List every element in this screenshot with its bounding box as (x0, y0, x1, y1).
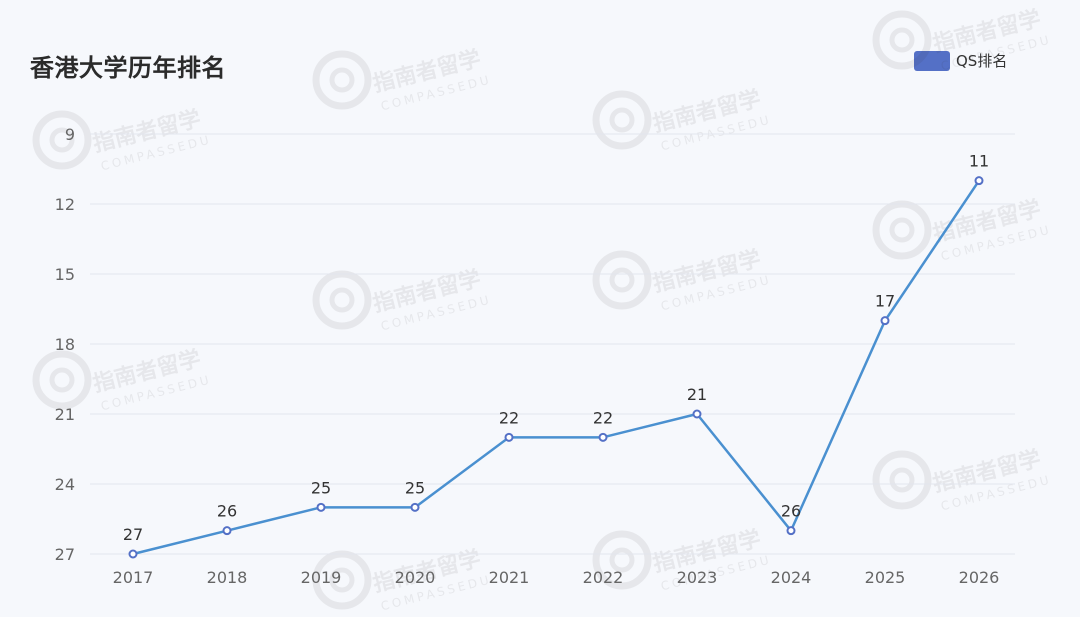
data-point (504, 432, 514, 442)
data-label: 26 (781, 502, 801, 521)
x-tick-label: 2021 (489, 568, 530, 587)
x-tick-label: 2019 (301, 568, 342, 587)
data-point (692, 409, 702, 419)
x-tick-label: 2020 (395, 568, 436, 587)
data-label: 22 (499, 408, 519, 427)
data-label: 17 (875, 292, 895, 311)
legend-swatch (914, 50, 950, 71)
x-tick-label: 2024 (771, 568, 812, 587)
data-label: 21 (687, 385, 707, 404)
data-label: 25 (405, 478, 425, 497)
y-tick-label: 21 (55, 405, 75, 424)
y-tick-label: 24 (55, 475, 75, 494)
x-tick-label: 2025 (865, 568, 906, 587)
y-tick-label: 12 (55, 195, 75, 214)
y-tick-label: 15 (55, 265, 75, 284)
data-label: 26 (217, 502, 237, 521)
x-tick-label: 2018 (207, 568, 248, 587)
data-label: 11 (969, 152, 989, 171)
data-point (128, 549, 138, 559)
series-line (132, 179, 981, 556)
data-label: 27 (123, 525, 143, 544)
data-label: 25 (311, 478, 331, 497)
data-point (880, 316, 890, 326)
x-tick-label: 2023 (677, 568, 718, 587)
y-tick-label: 27 (55, 545, 75, 564)
data-point (598, 432, 608, 442)
legend[interactable]: QS排名 (914, 50, 1007, 71)
data-label: 22 (593, 408, 613, 427)
legend-label: QS排名 (956, 52, 1008, 70)
y-tick-label: 18 (55, 335, 75, 354)
x-tick-label: 2026 (959, 568, 1000, 587)
x-tick-label: 2022 (583, 568, 624, 587)
data-point (222, 526, 232, 536)
data-point (974, 176, 984, 186)
chart-title: 香港大学历年排名 (30, 54, 226, 82)
data-point (410, 502, 420, 512)
y-tick-label: 9 (65, 125, 75, 144)
data-point (786, 526, 796, 536)
x-tick-label: 2017 (113, 568, 154, 587)
data-point (316, 502, 326, 512)
